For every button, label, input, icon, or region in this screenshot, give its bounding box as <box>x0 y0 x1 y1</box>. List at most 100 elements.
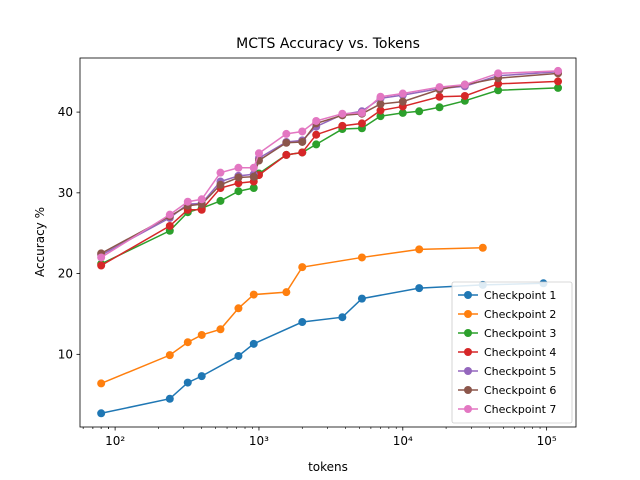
legend-item: Checkpoint 6 <box>458 384 556 397</box>
data-point <box>376 112 385 121</box>
y-axis-ticks: 10 20 30 40 <box>58 105 80 361</box>
chart-title: MCTS Accuracy vs. Tokens <box>236 36 420 52</box>
legend-swatch-marker <box>464 329 472 337</box>
data-point <box>234 187 243 196</box>
series-layer <box>97 66 563 418</box>
data-point <box>357 108 366 117</box>
data-point <box>415 245 424 254</box>
data-point <box>376 106 385 115</box>
legend-label: Checkpoint 5 <box>484 365 556 378</box>
data-point <box>216 168 225 177</box>
data-point <box>494 69 503 78</box>
data-point <box>183 197 192 206</box>
plot-frame <box>79 57 577 428</box>
data-point <box>460 80 469 89</box>
legend-item: Checkpoint 4 <box>458 346 556 359</box>
legend-swatch-marker <box>464 367 472 375</box>
legend-swatch-marker <box>464 405 472 413</box>
data-point <box>312 130 321 139</box>
data-point <box>338 313 347 322</box>
data-point <box>197 205 206 214</box>
data-point <box>357 294 366 303</box>
legend-item: Checkpoint 7 <box>458 403 556 416</box>
x-tick-label: 10³ <box>249 434 269 448</box>
data-point <box>435 83 444 92</box>
data-point <box>249 172 258 181</box>
data-point <box>460 91 469 100</box>
data-point <box>197 195 206 204</box>
data-point <box>357 253 366 262</box>
y-axis-title: Accuracy % <box>33 207 47 277</box>
legend-swatch-marker <box>464 310 472 318</box>
data-point <box>554 83 563 92</box>
legend-label: Checkpoint 1 <box>484 289 556 302</box>
legend-swatch-marker <box>464 348 472 356</box>
data-point <box>398 97 407 106</box>
data-point <box>249 183 258 192</box>
data-point <box>478 243 487 252</box>
legend-item: Checkpoint 2 <box>458 308 556 321</box>
data-point <box>249 290 258 299</box>
y-tick-label: 20 <box>58 267 73 281</box>
y-tick-label: 40 <box>58 105 73 119</box>
legend-item: Checkpoint 1 <box>458 289 556 302</box>
data-point <box>97 409 106 418</box>
data-point <box>234 163 243 172</box>
data-point <box>312 116 321 125</box>
data-point <box>183 338 192 347</box>
legend-label: Checkpoint 3 <box>484 327 556 340</box>
x-axis-title: tokens <box>308 460 348 474</box>
data-point <box>338 121 347 130</box>
data-point <box>165 351 174 360</box>
series-1 <box>97 279 548 418</box>
legend-box <box>451 281 573 424</box>
data-point <box>554 66 563 75</box>
data-point <box>398 108 407 117</box>
x-tick-label: 10⁵ <box>537 434 557 448</box>
legend-swatch-marker <box>464 386 472 394</box>
plot-area: 10² 10³ 10⁴ 10⁵ 10 20 30 40 <box>58 57 577 448</box>
data-point <box>249 163 258 172</box>
data-point <box>357 119 366 128</box>
data-point <box>216 325 225 334</box>
data-point <box>197 372 206 381</box>
data-point <box>494 79 503 88</box>
data-point <box>234 179 243 188</box>
legend-label: Checkpoint 2 <box>484 308 556 321</box>
data-point <box>398 89 407 98</box>
data-point <box>298 318 307 327</box>
data-point <box>376 100 385 109</box>
data-point <box>183 378 192 387</box>
legend-item: Checkpoint 5 <box>458 365 556 378</box>
data-point <box>298 148 307 157</box>
data-point <box>494 86 503 95</box>
y-tick-label: 10 <box>58 347 73 361</box>
data-point <box>216 196 225 205</box>
data-point <box>165 221 174 230</box>
legend: Checkpoint 1 Checkpoint 2 Checkpoint 3 Chec… <box>451 281 573 424</box>
data-point <box>254 149 263 158</box>
legend-item: Checkpoint 3 <box>458 327 556 340</box>
data-point <box>298 127 307 136</box>
data-point <box>249 339 258 348</box>
data-point <box>216 180 225 189</box>
data-point <box>435 103 444 112</box>
legend-label: Checkpoint 6 <box>484 384 556 397</box>
series-2 <box>97 243 487 388</box>
y-tick-label: 30 <box>58 186 73 200</box>
data-point <box>282 288 291 297</box>
data-point <box>415 107 424 116</box>
data-point <box>554 77 563 86</box>
data-point <box>165 394 174 403</box>
legend-swatch-marker <box>464 291 472 299</box>
data-point <box>298 263 307 272</box>
series-line <box>101 282 544 415</box>
data-point <box>234 173 243 182</box>
data-point <box>234 304 243 313</box>
data-point <box>97 379 106 388</box>
x-tick-label: 10² <box>105 434 125 448</box>
legend-label: Checkpoint 7 <box>484 403 556 416</box>
data-point <box>338 109 347 118</box>
data-point <box>97 253 106 262</box>
